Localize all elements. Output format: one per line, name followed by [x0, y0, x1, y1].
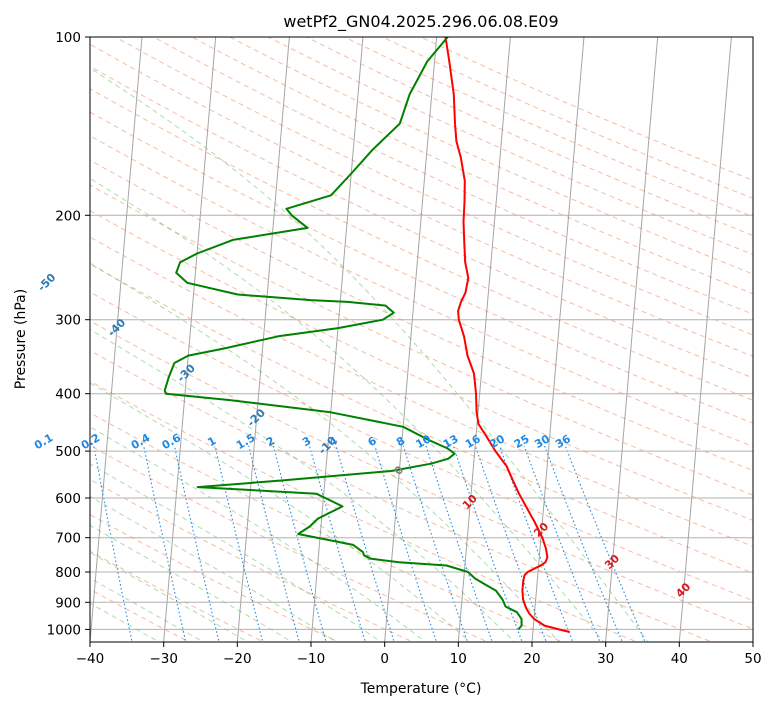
mixing-ratio-line — [564, 445, 646, 642]
isotherm-line — [457, 37, 511, 642]
profile-series — [163, 37, 570, 633]
x-tick-label: −10 — [297, 651, 326, 667]
isotherm-line — [163, 37, 217, 642]
isotherm-line — [90, 37, 143, 642]
mixing-ratio-line — [523, 445, 601, 642]
mixing-ratio-line — [93, 445, 133, 642]
temperature-profile-line — [444, 37, 570, 633]
x-tick-label: 50 — [744, 651, 761, 667]
dry-adiabat-line — [90, 210, 753, 521]
dry-adiabat-line — [90, 135, 753, 448]
y-tick-label: 1000 — [47, 622, 81, 638]
x-tick-label: 0 — [380, 651, 389, 667]
isotherm-line — [531, 37, 585, 642]
dry-adiabat-line — [90, 65, 753, 379]
plot-frame — [89, 36, 754, 643]
y-tick-label: 500 — [55, 444, 81, 460]
isotherm-line — [310, 37, 364, 642]
dry-adiabat-line — [90, 88, 753, 401]
y-tick-label: 700 — [55, 531, 81, 547]
y-axis-label: Pressure (hPa) — [13, 289, 29, 389]
moist-adiabat-line — [90, 67, 649, 642]
mixing-ratio-line — [143, 445, 187, 642]
y-tick-label: 800 — [55, 565, 81, 581]
isotherm-line — [605, 37, 659, 642]
x-tick-label: 10 — [450, 651, 467, 667]
dry-adiabat-line — [115, 37, 753, 336]
mixing-ratio-line — [402, 445, 469, 642]
y-tick-label: 100 — [55, 30, 81, 46]
chart-title: wetPf2_GN04.2025.296.06.08.E09 — [283, 12, 558, 32]
plot-grid — [90, 37, 753, 642]
isotherm-line — [678, 37, 732, 642]
mixing-ratio-line — [214, 445, 264, 642]
mixing-ratio-line — [544, 445, 623, 642]
y-tick-label: 600 — [55, 491, 81, 507]
mixing-ratio-line — [173, 445, 220, 642]
mixing-ratio-line — [335, 445, 395, 642]
x-tick-label: −20 — [223, 651, 252, 667]
x-tick-label: −40 — [76, 651, 105, 667]
dry-adiabat-line — [90, 184, 753, 496]
dry-adiabat-line — [191, 37, 753, 295]
dry-adiabat-line — [90, 263, 753, 574]
mixing-ratio-line — [425, 445, 493, 642]
dry-adiabat-line — [90, 236, 753, 547]
mixing-ratio-line — [272, 445, 327, 642]
y-tick-label: 400 — [55, 387, 81, 403]
y-tick-label: 200 — [55, 208, 81, 224]
moist-adiabat-line — [90, 329, 516, 642]
isotherm-line — [384, 37, 438, 642]
dewpoint-profile-line — [163, 37, 523, 631]
x-tick-label: 40 — [671, 651, 688, 667]
moist-adiabat-line — [90, 426, 427, 642]
x-axis-label: Temperature (°C) — [360, 681, 482, 697]
y-tick-label: 300 — [55, 313, 81, 329]
y-tick-label: 900 — [55, 595, 81, 611]
pressure-gridlines — [90, 37, 753, 630]
y-axis: 1000 900 800 700 600 500 400 300 200 100 — [47, 30, 90, 638]
x-tick-label: 20 — [523, 651, 540, 667]
x-tick-label: 30 — [597, 651, 614, 667]
mixing-ratio-line — [308, 445, 366, 642]
x-tick-label: −30 — [149, 651, 178, 667]
plot-area — [90, 37, 753, 642]
x-axis: −40 −30 −20 −10 0 10 20 30 40 50 — [76, 642, 762, 667]
mixing-ratio-line — [248, 445, 300, 642]
